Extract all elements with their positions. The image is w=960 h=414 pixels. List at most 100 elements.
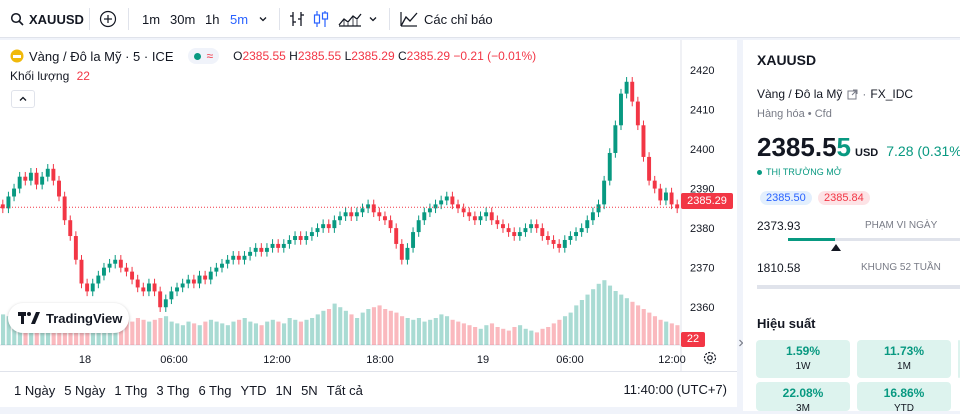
candle-body — [512, 232, 517, 237]
volume-bar — [276, 321, 281, 345]
candle-body — [422, 212, 427, 221]
tradingview-logo[interactable]: TradingView — [8, 303, 129, 333]
range-4[interactable]: 6 Thg — [198, 382, 232, 398]
volume-bar — [225, 325, 230, 345]
perf-1w[interactable]: 1.59% 1W — [756, 340, 850, 378]
volume-bar — [444, 316, 450, 345]
interval-1m[interactable]: 1m — [142, 11, 161, 27]
chart-type-dropdown[interactable] — [368, 0, 378, 38]
volume-tag: 22 — [681, 332, 705, 347]
range-5[interactable]: YTD — [240, 382, 267, 398]
candle-body — [163, 299, 168, 308]
candle-body — [652, 180, 657, 189]
day-range-fill — [788, 238, 835, 241]
volume-bar — [287, 318, 292, 345]
bar-type-button[interactable] — [289, 0, 305, 38]
perf-3m[interactable]: 22.08% 3M — [756, 382, 850, 414]
volume-bar — [119, 323, 124, 345]
volume-bar — [439, 314, 444, 345]
volume-bar — [478, 328, 483, 345]
candle-body — [433, 204, 438, 209]
ask-badge: 2385.84 — [818, 191, 870, 205]
candle-body — [118, 259, 123, 268]
x-tick-label: 12:00 — [658, 354, 686, 366]
candle-body — [281, 243, 286, 248]
volume-bar — [304, 319, 309, 345]
candles-button[interactable] — [313, 0, 329, 38]
candle-body — [388, 220, 393, 229]
panel-toggle[interactable] — [738, 333, 744, 353]
x-tick-label: 12:00 — [263, 354, 291, 366]
collapse-legend-button[interactable] — [11, 90, 35, 108]
market-status: THỊ TRƯỜNG MỞ — [757, 167, 841, 177]
interval-dropdown[interactable] — [258, 0, 268, 38]
approx-icon: ≈ — [206, 49, 214, 63]
candles-icon — [313, 11, 329, 27]
candle-body — [568, 236, 573, 240]
volume-bar — [433, 318, 438, 345]
range-8[interactable]: Tất cả — [326, 382, 363, 398]
volume-bar — [534, 332, 540, 345]
area-button[interactable] — [338, 0, 362, 38]
volume-bar — [596, 283, 601, 345]
candle-body — [231, 255, 236, 260]
volume-bar — [512, 327, 517, 345]
interval-5m[interactable]: 5m — [230, 11, 249, 27]
candle-body — [23, 176, 28, 181]
range-2[interactable]: 1 Thg — [114, 382, 148, 398]
range-0[interactable]: 1 Ngày — [14, 382, 56, 398]
candle-body — [382, 216, 387, 221]
candle-body — [259, 247, 264, 252]
external-link-icon[interactable] — [847, 89, 858, 100]
volume-bar — [557, 319, 562, 345]
volume-bar — [1, 314, 6, 345]
candle-body — [501, 224, 505, 229]
interval-30m[interactable]: 30m — [170, 11, 196, 27]
candle-body — [73, 236, 78, 260]
year-range-track — [757, 285, 960, 289]
perf-ytd[interactable]: 16.86% YTD — [857, 382, 951, 414]
range-7[interactable]: 5N — [301, 382, 318, 398]
volume-bar — [551, 323, 556, 345]
volume-bar — [473, 327, 478, 345]
info-fullname[interactable]: Vàng / Đô la Mỹ — [757, 87, 843, 101]
volume-bar — [394, 312, 399, 345]
volume-bar — [456, 321, 461, 345]
chart-panel[interactable]: 2420 2410 2400 2390 2380 2370 2360 18 06:00 12:00… — [0, 40, 737, 371]
candle-body — [562, 239, 567, 248]
chevron-down-icon — [369, 17, 377, 22]
candle-body — [444, 196, 449, 201]
candle-body — [175, 287, 179, 292]
chevron-right-icon — [739, 339, 744, 347]
volume-bar — [237, 319, 242, 345]
interval-1h[interactable]: 1h — [205, 11, 220, 27]
indicators-button[interactable]: Các chỉ báo — [400, 0, 493, 38]
bottom-toolbar: 1 Ngày 5 Ngày 1 Thg 3 Thg 6 Thg YTD 1N 5N Tất cả… — [0, 371, 737, 407]
info-change: 7.28 (0.31%) — [886, 143, 960, 159]
candle-body — [124, 267, 129, 272]
compare-button[interactable] — [99, 0, 117, 38]
range-3[interactable]: 3 Thg — [156, 382, 190, 398]
gear-icon — [703, 351, 717, 365]
volume-bar — [248, 321, 253, 345]
info-price: 2385.5 — [757, 132, 837, 162]
candle-body — [506, 228, 511, 233]
candle-body — [366, 204, 371, 209]
chart-settings-button[interactable] — [702, 350, 718, 371]
symbol-search[interactable]: XAUUSD — [10, 0, 84, 38]
candle-body — [180, 283, 185, 288]
candle-body — [619, 93, 623, 126]
volume-bar — [326, 309, 332, 345]
candle-body — [146, 283, 151, 292]
volume-bar — [405, 318, 410, 345]
volume-bar — [29, 323, 34, 345]
volume-bar — [242, 318, 247, 345]
timezone-clock[interactable]: 11:40:00 (UTC+7) — [623, 382, 727, 397]
info-fullname-row: Vàng / Đô la Mỹ · FX_IDC — [757, 87, 914, 101]
range-1[interactable]: 5 Ngày — [64, 382, 106, 398]
market-status-chip[interactable]: ≈ — [187, 48, 220, 64]
range-6[interactable]: 1N — [275, 382, 293, 398]
volume-bar — [669, 323, 674, 345]
perf-1m[interactable]: 11.73% 1M — [857, 340, 951, 378]
volume-bar — [315, 314, 320, 345]
